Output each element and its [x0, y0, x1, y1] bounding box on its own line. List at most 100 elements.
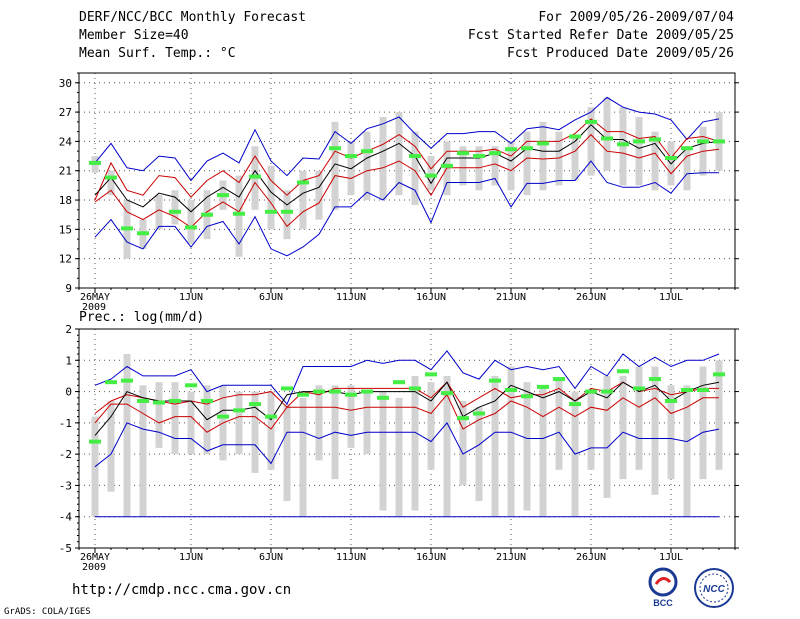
- observed-marker: [345, 392, 357, 397]
- ensemble-box: [411, 131, 419, 205]
- ensemble-box: [459, 146, 467, 186]
- ensemble-box: [187, 391, 195, 455]
- median-line: [94, 381, 720, 436]
- ensemble-box: [395, 112, 403, 196]
- observed-marker: [281, 209, 293, 214]
- observed-marker: [585, 389, 597, 394]
- ensemble-box: [491, 146, 499, 186]
- observed-marker: [537, 141, 549, 146]
- observed-marker: [185, 383, 197, 388]
- ensemble-box: [651, 131, 659, 191]
- observed-marker: [153, 400, 165, 405]
- observed-marker: [633, 139, 645, 144]
- observed-marker: [441, 163, 453, 168]
- observed-marker: [169, 398, 181, 403]
- x-tick-label: 1JUL: [659, 292, 683, 303]
- observed-marker: [201, 212, 213, 217]
- bottom-panel-variable: Prec.: log(mm/d): [79, 310, 205, 325]
- y-tick-label: 21: [59, 165, 72, 178]
- y-tick-label: 0: [65, 386, 72, 399]
- chart-title: DERF/NCC/BCC Monthly Forecast: [79, 10, 306, 25]
- x-tick-label: 26JUN: [576, 552, 606, 563]
- ensemble-box: [635, 116, 643, 186]
- observed-marker: [361, 149, 373, 154]
- observed-marker: [697, 388, 709, 393]
- x-tick-label: 26MAY: [80, 552, 110, 563]
- ncc-logo-text: NCC: [703, 584, 725, 595]
- ensemble-box: [107, 170, 115, 196]
- ensemble-box: [171, 382, 179, 455]
- y-tick-label: 2: [65, 323, 72, 336]
- ensemble-box: [683, 146, 691, 191]
- grads-credit: GrADS: COLA/IGES: [4, 607, 91, 617]
- observed-marker: [473, 411, 485, 416]
- ensemble-box: [235, 391, 243, 455]
- x-tick-label: 1JUN: [179, 292, 203, 303]
- ensemble-box: [539, 385, 547, 517]
- ensemble-box: [411, 375, 419, 511]
- y-tick-label: 30: [59, 77, 72, 90]
- x-tick-label: 16JUN: [416, 292, 446, 303]
- observed-marker: [521, 394, 533, 399]
- observed-marker: [377, 395, 389, 400]
- observed-marker: [137, 398, 149, 403]
- ensemble-box: [107, 400, 115, 492]
- forecast-period: For 2009/05/26-2009/07/04: [538, 10, 734, 25]
- ncc-logo-inner-ring: [699, 573, 729, 603]
- observed-marker: [297, 180, 309, 185]
- observed-marker: [89, 160, 101, 165]
- x-tick-label: 26JUN: [576, 292, 606, 303]
- observed-marker: [489, 378, 501, 383]
- bcc-logo-ring: [648, 567, 678, 597]
- observed-marker: [633, 386, 645, 391]
- y-tick-label: 9: [65, 282, 72, 295]
- ncc-logo-ring: [694, 568, 734, 608]
- observed-marker: [297, 392, 309, 397]
- observed-marker: [601, 389, 613, 394]
- max-line: [94, 96, 720, 182]
- ensemble-box: [715, 360, 723, 470]
- ensemble-box: [491, 375, 499, 517]
- observed-marker: [521, 146, 533, 151]
- observed-marker: [553, 377, 565, 382]
- x-tick-label: 1JUL: [659, 552, 683, 563]
- y-tick-label: 27: [59, 106, 72, 119]
- forecast-produced-date: Fcst Produced Date 2009/05/26: [507, 46, 734, 61]
- y-tick-label: -2: [59, 448, 72, 461]
- x-tick-year-label: 2009: [82, 562, 106, 573]
- observed-marker: [425, 173, 437, 178]
- ensemble-box: [667, 385, 675, 480]
- median-line: [94, 124, 720, 213]
- upper-quartile-line: [94, 381, 719, 414]
- ensemble-box: [283, 404, 291, 502]
- y-tick-label: 18: [59, 194, 72, 207]
- ensemble-box: [331, 121, 339, 210]
- observed-marker: [665, 398, 677, 403]
- ensemble-box: [299, 397, 307, 517]
- y-tick-label: -5: [59, 542, 72, 555]
- observed-marker: [265, 414, 277, 419]
- observed-marker: [441, 391, 453, 396]
- observed-marker: [697, 139, 709, 144]
- ensemble-box: [507, 366, 515, 517]
- observed-marker: [313, 389, 325, 394]
- observed-marker: [617, 369, 629, 374]
- ensemble-box: [587, 391, 595, 470]
- observed-marker: [505, 147, 517, 152]
- observed-marker: [409, 154, 421, 159]
- observed-marker: [617, 142, 629, 147]
- source-url[interactable]: http://cmdp.ncc.cma.gov.cn: [72, 582, 292, 598]
- observed-marker: [409, 386, 421, 391]
- ensemble-box: [363, 391, 371, 455]
- observed-marker: [105, 380, 117, 385]
- x-tick-label: 21JUN: [496, 552, 526, 563]
- ensemble-box: [539, 121, 547, 191]
- lower-quartile-line: [94, 393, 719, 433]
- observed-marker: [249, 402, 261, 407]
- observed-marker: [329, 389, 341, 394]
- x-tick-label: 1JUN: [179, 552, 203, 563]
- ensemble-box: [635, 366, 643, 470]
- ensemble-box: [523, 131, 531, 196]
- x-tick-label: 11JUN: [336, 552, 366, 563]
- observed-marker: [185, 225, 197, 230]
